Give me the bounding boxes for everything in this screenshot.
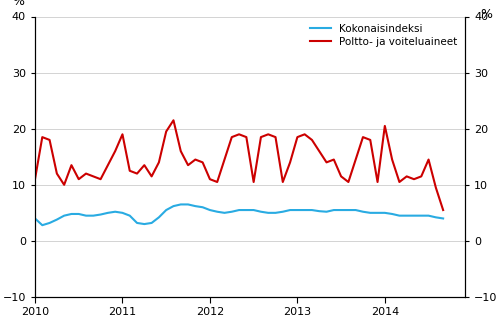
Y-axis label: %: % [12, 0, 24, 8]
Poltto- ja voiteluaineet [324, 160, 330, 164]
Kokonaisindeksi [440, 216, 446, 220]
Poltto- ja voiteluaineet [54, 172, 60, 176]
Kokonaisindeksi [61, 214, 67, 218]
Kokonaisindeksi [54, 217, 60, 221]
Poltto- ja voiteluaineet [46, 138, 52, 142]
Poltto- ja voiteluaineet [214, 180, 220, 184]
Kokonaisindeksi [32, 216, 38, 220]
Kokonaisindeksi [148, 221, 154, 225]
Line: Kokonaisindeksi: Kokonaisindeksi [35, 204, 443, 225]
Kokonaisindeksi [331, 208, 337, 212]
Kokonaisindeksi [324, 210, 330, 214]
Kokonaisindeksi [40, 223, 46, 227]
Poltto- ja voiteluaineet [440, 208, 446, 212]
Poltto- ja voiteluaineet [32, 177, 38, 181]
Line: Poltto- ja voiteluaineet: Poltto- ja voiteluaineet [35, 120, 443, 210]
Kokonaisindeksi [222, 211, 228, 215]
Legend: Kokonaisindeksi, Poltto- ja voiteluaineet: Kokonaisindeksi, Poltto- ja voiteluainee… [306, 19, 462, 51]
Poltto- ja voiteluaineet [170, 118, 176, 122]
Kokonaisindeksi [178, 202, 184, 207]
Poltto- ja voiteluaineet [316, 149, 322, 153]
Poltto- ja voiteluaineet [142, 163, 148, 167]
Y-axis label: %: % [480, 8, 492, 21]
